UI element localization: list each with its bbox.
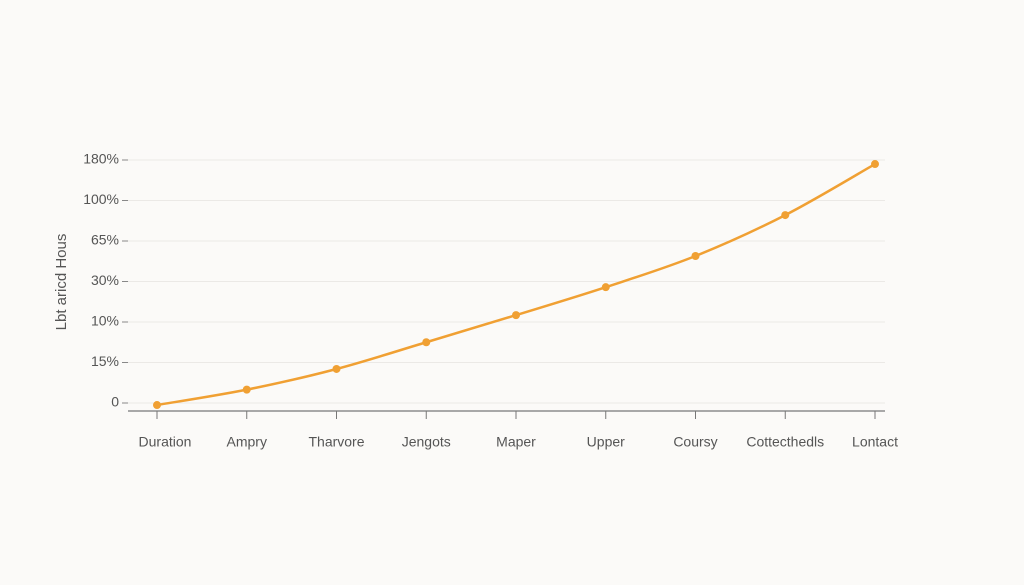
x-tick-label: Cottecthedls [746,434,824,450]
y-tick-label: 65% [91,232,119,248]
y-tick-label: 30% [91,272,119,288]
y-tick-label: 100% [83,191,119,207]
data-point [781,211,790,220]
y-tick-label: 0 [111,394,119,410]
y-tick-label: 10% [91,313,119,329]
y-tick-label: 15% [91,353,119,369]
data-point [153,401,161,410]
y-axis-label: Lbt aricd Hous [53,234,70,331]
x-tick-label: Duration [139,434,192,450]
x-tick-label: Coursy [673,434,717,450]
data-point [512,311,520,320]
data-point [601,283,610,292]
x-tick-label: Jengots [402,434,451,450]
data-point [871,160,879,169]
x-tick-label: Lontact [852,434,898,450]
x-tick-label: Tharvore [308,434,364,450]
x-tick-label: Ampry [227,434,267,450]
y-tick-label: 180% [83,151,119,167]
data-point [691,251,700,260]
data-point [422,338,431,347]
x-tick-label: Maper [496,434,536,450]
data-point [332,364,341,373]
x-tick-label: Upper [587,434,625,450]
data-point [242,385,251,394]
